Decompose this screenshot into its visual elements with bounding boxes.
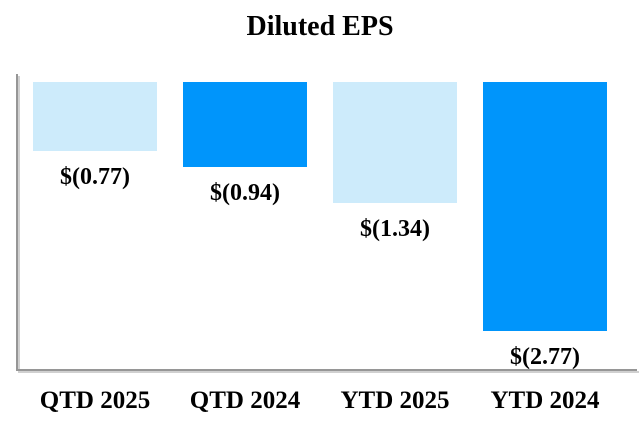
- value-label-qtd-2025: $(0.77): [60, 164, 130, 190]
- category-label-qtd-2025: QTD 2025: [39, 387, 151, 414]
- bar-qtd-2024: [183, 82, 307, 167]
- bar-qtd-2025: [33, 82, 157, 151]
- category-label-ytd-2024: YTD 2024: [490, 387, 600, 414]
- category-label-ytd-2025: YTD 2025: [340, 387, 450, 414]
- value-label-ytd-2025: $(1.34): [360, 216, 430, 242]
- x-axis-line: [16, 369, 637, 371]
- value-label-ytd-2024: $(2.77): [510, 344, 580, 370]
- chart-title: Diluted EPS: [246, 11, 394, 42]
- bar-ytd-2024: [483, 82, 607, 331]
- value-label-qtd-2024: $(0.94): [210, 180, 280, 206]
- y-axis-line: [16, 74, 18, 370]
- category-label-qtd-2024: QTD 2024: [189, 387, 301, 414]
- bar-ytd-2025: [333, 82, 457, 203]
